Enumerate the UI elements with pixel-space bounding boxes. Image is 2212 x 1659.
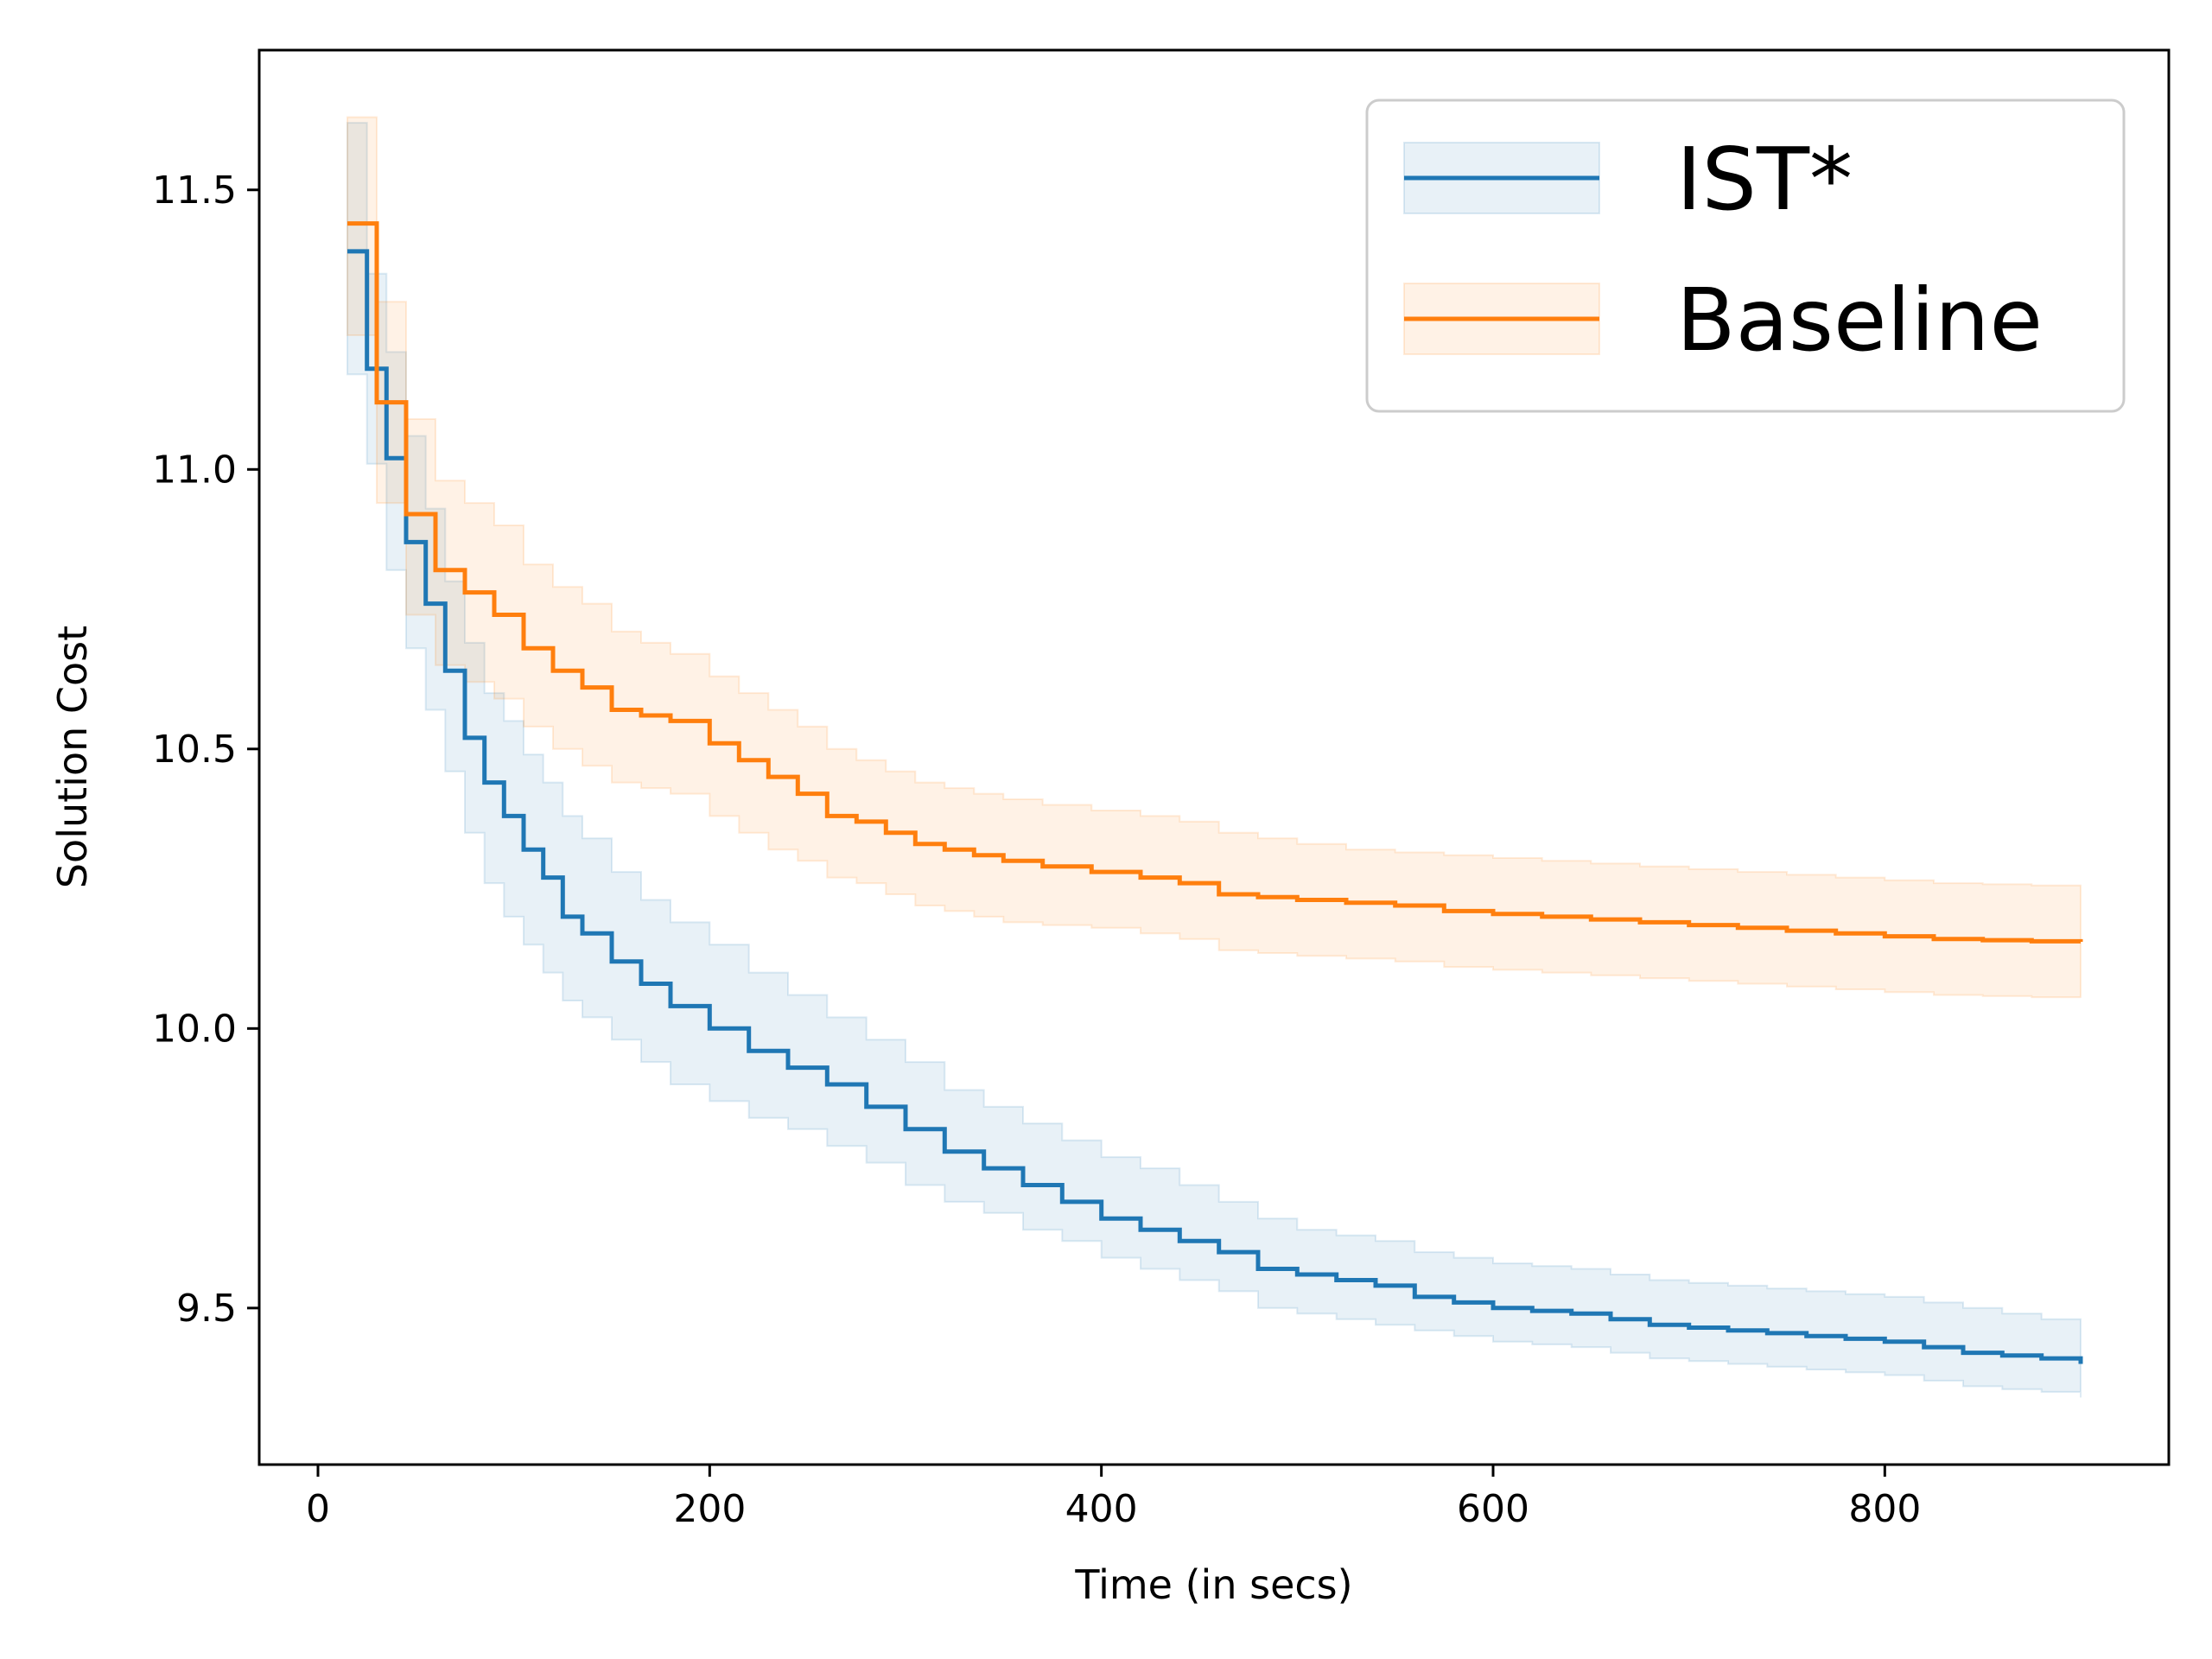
legend-label-baseline: Baseline — [1676, 270, 2043, 371]
x-axis-ticks: 0 200 400 600 800 — [306, 1465, 1921, 1531]
y-tick-label: 11.5 — [152, 168, 237, 213]
x-tick-label: 800 — [1848, 1487, 1921, 1531]
y-tick-label: 10.5 — [152, 728, 237, 772]
y-axis-ticks: 9.5 10.0 10.5 11.0 11.5 — [152, 168, 259, 1331]
x-axis-label: Time (in secs) — [1074, 1561, 1352, 1608]
y-tick-label: 10.0 — [152, 1007, 237, 1051]
band-ist — [346, 122, 2082, 1398]
legend: IST* Baseline — [1365, 99, 2126, 413]
x-tick-label: 200 — [673, 1487, 746, 1531]
line-ist — [347, 249, 2083, 1364]
plot-frame — [257, 48, 2171, 1466]
series-lines — [347, 221, 2083, 1364]
x-tick-label: 0 — [306, 1487, 330, 1531]
y-tick-label: 9.5 — [176, 1287, 237, 1331]
x-tick-label: 400 — [1065, 1487, 1138, 1531]
legend-label-ist: IST* — [1676, 129, 1853, 230]
y-axis-label: Solution Cost — [49, 626, 96, 888]
y-tick-label: 11.0 — [152, 448, 237, 492]
line-baseline — [347, 221, 2083, 944]
x-tick-label: 600 — [1457, 1487, 1529, 1531]
